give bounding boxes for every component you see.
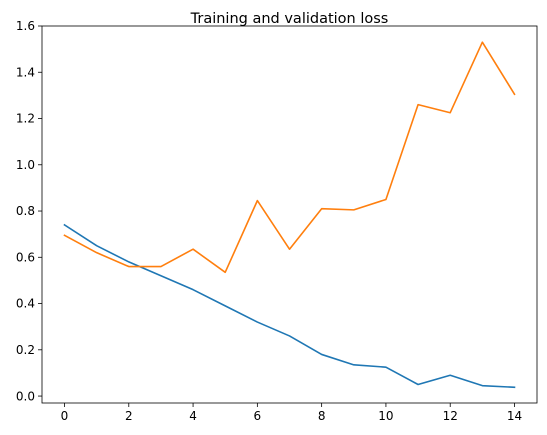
x-tick-label: 6 [254,409,262,423]
y-tick-label: 1.0 [16,158,35,172]
plot-frame [41,25,538,404]
y-tick-label: 1.6 [16,19,35,33]
x-tick-label: 4 [189,409,197,423]
y-tick-label: 0.2 [16,343,35,357]
x-tick-label: 10 [378,409,393,423]
plot-marks [63,41,516,389]
x-axis: 0 2 4 6 8 10 12 14 [61,403,522,423]
y-tick-label: 1.2 [16,112,35,126]
y-tick-label: 0.0 [16,389,35,403]
y-tick-label: 0.8 [16,204,35,218]
x-tick-label: 2 [125,409,133,423]
y-axis: 0.0 0.2 0.4 0.6 0.8 1.0 1.2 1.4 1.6 [16,19,42,403]
x-tick-label: 0 [61,409,69,423]
x-tick-label: 12 [443,409,458,423]
y-tick-label: 0.4 [16,297,35,311]
chart-title: Training and validation loss [190,11,389,27]
series-2-line [63,41,516,274]
x-tick-label: 14 [507,409,522,423]
y-tick-label: 0.6 [16,250,35,264]
y-tick-label: 1.4 [16,65,35,79]
x-tick-label: 8 [318,409,326,423]
